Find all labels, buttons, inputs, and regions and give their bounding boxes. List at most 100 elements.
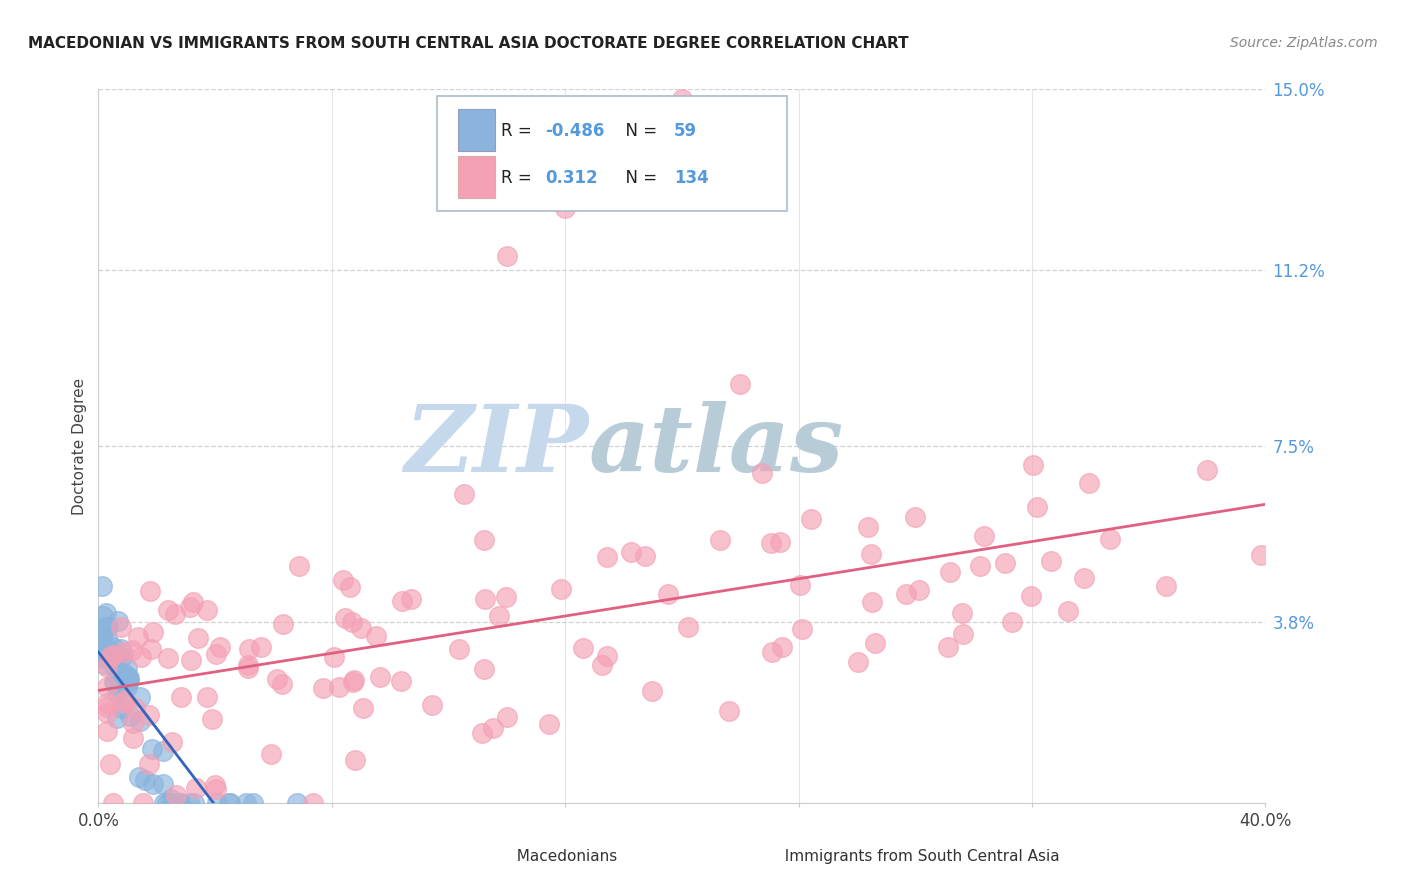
Point [96,700,118,714]
Point [183,796,205,810]
Point [165,789,187,803]
Point [107,614,129,628]
Point [100,650,122,665]
Point [1040,554,1063,568]
Point [96,647,118,661]
Point [596,649,619,664]
Point [160,796,183,810]
Point [339,580,361,594]
Point [235,796,257,810]
Point [195,690,218,704]
Text: 134: 134 [673,169,709,187]
Point [159,792,181,806]
Point [260,747,283,761]
Point [273,616,295,631]
Point [1026,500,1049,514]
Point [108,680,131,694]
Point [266,672,288,686]
Point [141,741,163,756]
Point [138,756,160,771]
Point [789,577,811,591]
FancyBboxPatch shape [458,155,495,198]
Point [96,631,118,645]
Point [671,92,693,106]
Point [952,627,974,641]
Point [93,657,115,671]
Point [554,201,576,215]
Point [271,676,294,690]
Point [179,796,201,810]
Point [205,796,228,810]
Point [472,662,495,676]
FancyBboxPatch shape [470,840,503,876]
Point [103,658,125,673]
Point [641,684,664,698]
Point [488,608,510,623]
Point [90,650,112,665]
Point [184,781,207,796]
Point [117,661,139,675]
Point [181,595,204,609]
Point [860,595,883,609]
Point [343,673,366,687]
Point [236,657,259,672]
Point [676,620,699,634]
FancyBboxPatch shape [738,840,772,876]
Point [170,690,193,704]
Text: Immigrants from South Central Asia: Immigrants from South Central Asia [775,849,1060,863]
Text: 59: 59 [673,122,697,140]
Point [332,573,354,587]
Point [152,744,174,758]
Point [1000,615,1022,629]
Point [94,606,117,620]
Text: -0.486: -0.486 [546,122,605,140]
Y-axis label: Doctorate Degree: Doctorate Degree [72,377,87,515]
Point [769,534,792,549]
Point [97,620,120,634]
Point [110,620,132,634]
Point [328,680,350,694]
Text: Source: ZipAtlas.com: Source: ZipAtlas.com [1230,36,1378,50]
Point [939,566,962,580]
Point [180,652,202,666]
Point [204,778,226,792]
Point [474,592,496,607]
Point [1099,532,1122,546]
Point [96,696,118,710]
Point [129,714,152,728]
Point [619,545,641,559]
Point [761,536,783,550]
Point [344,753,367,767]
Point [101,796,124,810]
Point [96,660,118,674]
Point [770,640,793,655]
Point [1154,579,1177,593]
Point [111,650,134,665]
Point [1022,458,1045,473]
Point [800,511,823,525]
Point [96,706,118,720]
Point [122,731,145,745]
Point [218,796,240,810]
Text: Macedonians: Macedonians [508,849,617,863]
Point [1250,548,1272,562]
Point [242,796,264,810]
Point [447,641,470,656]
Point [118,671,141,685]
Point [167,796,190,810]
Point [153,796,176,810]
Point [91,626,114,640]
Point [117,674,139,689]
Point [132,796,155,810]
Point [90,632,112,646]
Point [236,661,259,675]
Point [195,603,218,617]
Point [994,556,1017,570]
Point [117,670,139,684]
Point [141,641,163,656]
Point [718,704,741,718]
Point [538,716,561,731]
Point [104,676,127,690]
Point [103,675,125,690]
Point [595,549,617,564]
